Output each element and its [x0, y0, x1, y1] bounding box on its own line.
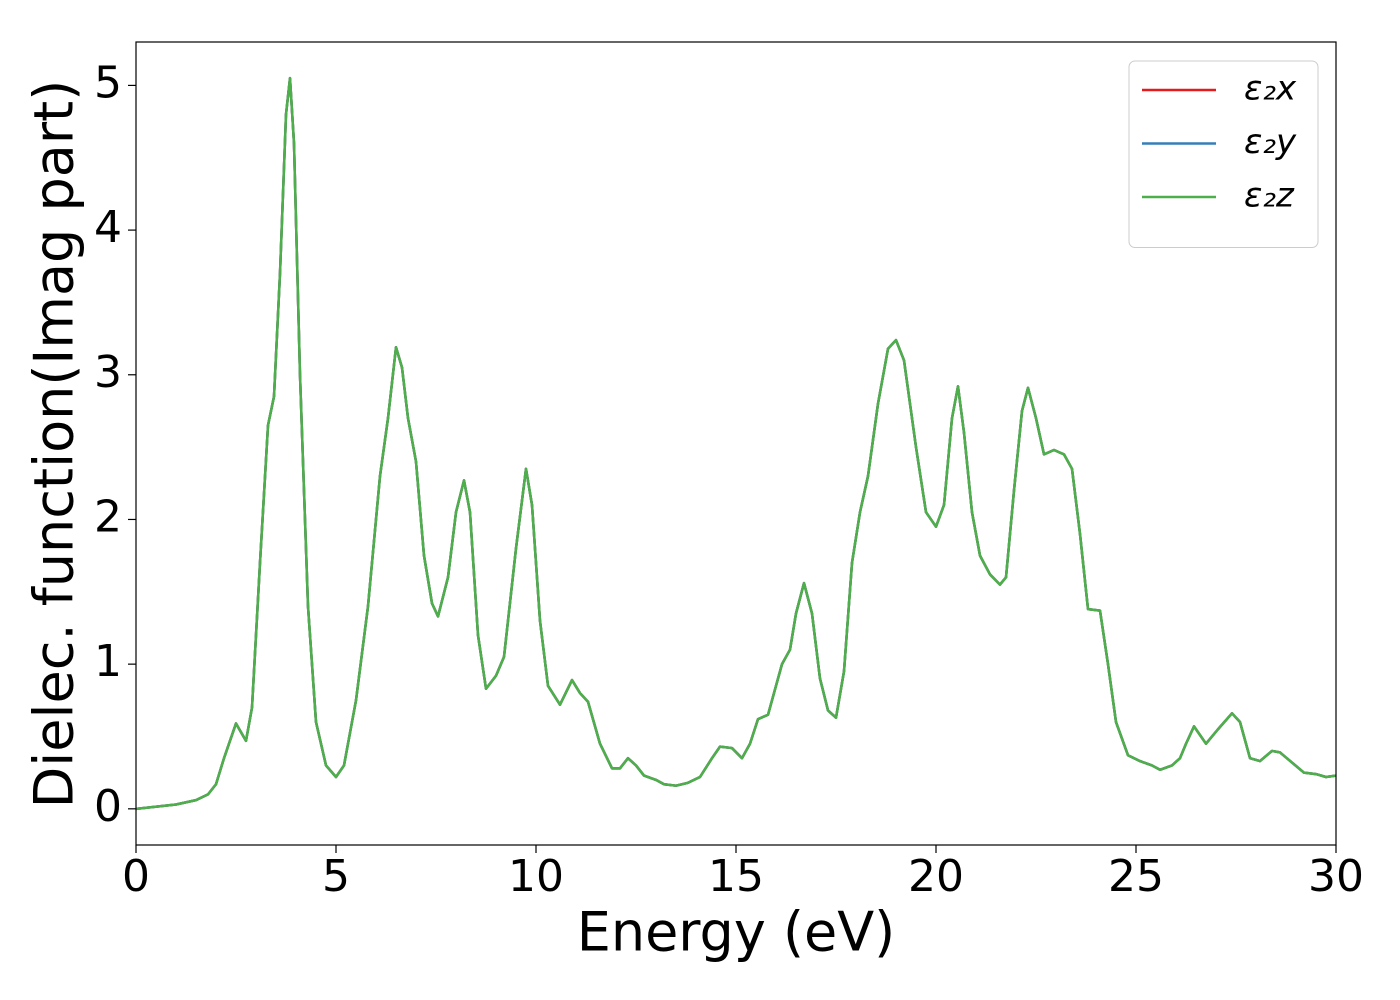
x-tick-label: 15	[708, 851, 764, 902]
y-tick-label: 5	[94, 57, 122, 108]
legend-label: ε₂z	[1244, 176, 1295, 216]
y-tick-label: 4	[94, 202, 122, 253]
legend-label: ε₂y	[1244, 122, 1297, 162]
legend-box	[1128, 60, 1319, 248]
x-tick-label: 30	[1308, 851, 1364, 902]
x-axis-label: Energy (eV)	[577, 901, 896, 964]
y-tick-label: 1	[94, 636, 122, 687]
y-tick-label: 3	[94, 347, 122, 398]
plot-frame	[135, 41, 1337, 846]
x-tick-label: 0	[122, 851, 150, 902]
y-tick-label: 2	[94, 491, 122, 542]
x-tick-label: 20	[908, 851, 964, 902]
y-axis-label: Dielec. function(Imag part)	[23, 80, 86, 809]
x-tick-label: 25	[1108, 851, 1164, 902]
legend: ε₂x ε₂y ε₂z	[1128, 60, 1319, 248]
legend-label: ε₂x	[1244, 69, 1297, 109]
x-tick-label: 10	[508, 851, 564, 902]
y-tick-label: 0	[94, 781, 122, 832]
data-line	[136, 76, 1336, 811]
x-tick-label: 5	[322, 851, 350, 902]
